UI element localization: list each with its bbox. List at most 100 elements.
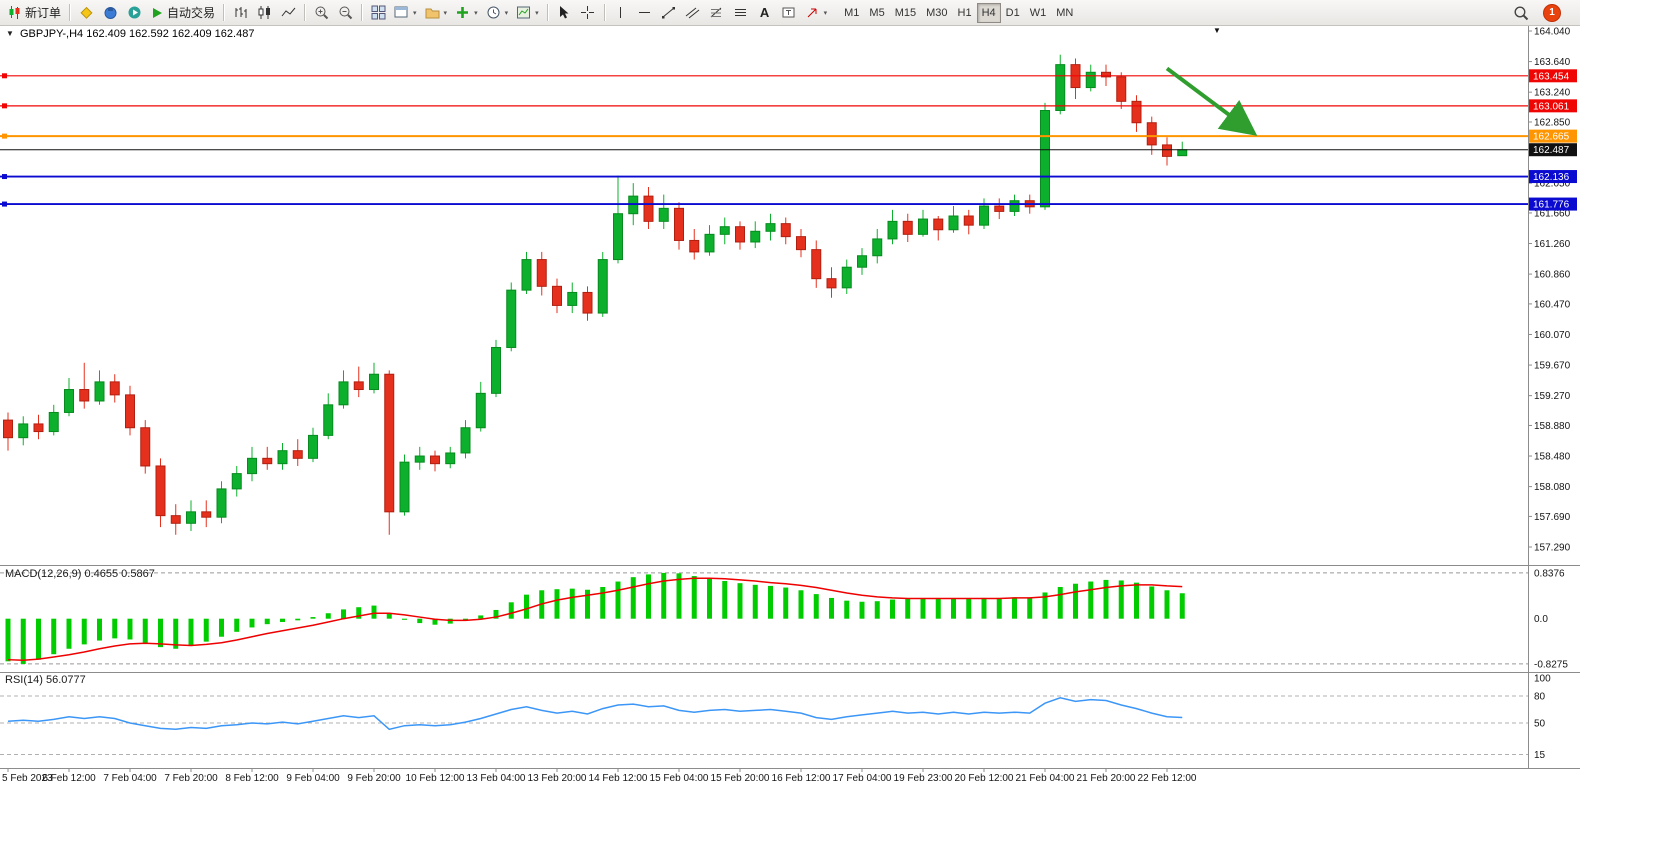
macd-bar xyxy=(524,594,529,619)
candle xyxy=(94,370,105,405)
macd-bar xyxy=(615,581,621,619)
candle-body xyxy=(1009,200,1020,212)
text-tool-label: A xyxy=(759,5,770,20)
candle-body xyxy=(536,259,547,287)
timeframe-button-w1[interactable]: W1 xyxy=(1029,6,1047,19)
vertical-line-button[interactable] xyxy=(609,2,633,24)
timeframe-button-m5[interactable]: M5 xyxy=(869,6,885,19)
templates-button[interactable]: ▾ xyxy=(512,2,543,24)
macd-bar xyxy=(234,618,240,632)
signals-button[interactable] xyxy=(122,2,146,24)
timeframe-button-m1[interactable]: M1 xyxy=(844,6,860,19)
market-button[interactable] xyxy=(98,2,122,24)
fibonacci-icon xyxy=(709,5,724,20)
new-order-button[interactable]: 新订单 xyxy=(3,2,65,24)
vertical-line-icon xyxy=(613,5,628,20)
line-anchor-marker xyxy=(2,133,7,139)
objects-button[interactable] xyxy=(729,2,753,24)
trend-arrow[interactable] xyxy=(1165,66,1258,136)
candle-body xyxy=(582,291,593,314)
price-tag-label: 163.454 xyxy=(1533,71,1570,82)
candle xyxy=(1009,194,1020,216)
macd-bar xyxy=(97,618,102,641)
candle-body xyxy=(353,381,364,391)
timeframe-button-m30[interactable]: M30 xyxy=(926,6,948,19)
one-click-trading-toggle[interactable]: ▼ xyxy=(6,29,14,38)
candle-body xyxy=(33,423,44,433)
time-axis-label: 6 Feb 12:00 xyxy=(42,773,96,784)
rsi-line xyxy=(7,697,1183,731)
candle xyxy=(735,221,745,250)
tile-windows-button[interactable] xyxy=(366,2,390,24)
candle xyxy=(33,414,44,440)
macd-label: MACD(12,26,9) 0.4655 0.5867 xyxy=(5,568,155,580)
macd-bar xyxy=(585,589,590,619)
price-tag-162487[interactable]: 162.487 xyxy=(1529,143,1577,157)
price-axis-label: 164.040 xyxy=(1534,27,1571,38)
macd-bar xyxy=(402,618,407,620)
periods-button[interactable]: ▾ xyxy=(482,2,513,24)
channel-button[interactable] xyxy=(681,2,705,24)
autotrading-label: 自动交易 xyxy=(167,6,216,20)
candle xyxy=(277,443,288,470)
indicators-button[interactable]: ▾ xyxy=(451,2,482,24)
price-tag-162665[interactable]: 162.665 xyxy=(1529,129,1577,143)
toolbar-separator xyxy=(603,4,605,21)
toolbar-separator xyxy=(223,4,225,21)
candle xyxy=(750,221,761,249)
price-tag-box xyxy=(1529,129,1577,143)
candle-body xyxy=(79,389,90,402)
macd-bar xyxy=(158,618,163,648)
new-chart-button[interactable]: ▾ xyxy=(390,2,421,24)
price-tag-161776[interactable]: 161.776 xyxy=(1529,197,1577,211)
chart-shift-marker[interactable]: ▼ xyxy=(1213,26,1221,35)
profiles-button[interactable]: ▾ xyxy=(421,2,452,24)
candle-chart-button[interactable] xyxy=(252,2,276,24)
timeframe-button-mn[interactable]: MN xyxy=(1056,6,1074,19)
arrows-button[interactable]: ▾ xyxy=(801,2,832,24)
metaeditor-button[interactable] xyxy=(74,2,98,24)
fibonacci-button[interactable] xyxy=(705,2,729,24)
price-tag-box xyxy=(1529,69,1577,83)
candle-body xyxy=(48,411,59,433)
price-tag-163061[interactable]: 163.061 xyxy=(1529,99,1577,113)
horizontal-line-button[interactable] xyxy=(633,2,657,24)
arrow-tool-icon xyxy=(805,5,820,20)
timeframe-button-h1[interactable]: H1 xyxy=(957,6,972,19)
trendline-button[interactable] xyxy=(657,2,681,24)
label-button[interactable] xyxy=(777,2,801,24)
price-tag-label: 162.487 xyxy=(1533,145,1570,156)
bar-chart-button[interactable] xyxy=(228,2,252,24)
crosshair-button[interactable] xyxy=(576,2,600,24)
cursor-button[interactable] xyxy=(552,2,576,24)
candle xyxy=(1085,64,1096,92)
autotrading-button[interactable]: 自动交易 xyxy=(146,2,219,24)
candle xyxy=(353,366,364,398)
macd-bar xyxy=(203,618,209,642)
candle xyxy=(979,198,989,229)
price-axis-label: 160.860 xyxy=(1534,270,1571,281)
rsi-axis-label: 15 xyxy=(1534,750,1546,761)
price-tag-162136[interactable]: 162.136 xyxy=(1529,170,1577,184)
candle-body xyxy=(643,195,654,222)
line-anchor-marker xyxy=(2,174,7,180)
search-button[interactable] xyxy=(1509,2,1533,24)
rsi-label: RSI(14) 56.0777 xyxy=(5,674,86,686)
chevron-down-icon: ▾ xyxy=(443,9,448,17)
line-chart-button[interactable] xyxy=(276,2,300,24)
time-axis-label: 16 Feb 12:00 xyxy=(772,773,831,784)
time-axis-label: 20 Feb 12:00 xyxy=(955,773,1014,784)
candle xyxy=(1177,141,1188,157)
timeframe-button-h4[interactable]: H4 xyxy=(976,2,1001,23)
candle-body xyxy=(948,215,959,231)
price-tag-163454[interactable]: 163.454 xyxy=(1529,69,1577,83)
candle xyxy=(216,481,227,524)
timeframe-button-d1[interactable]: D1 xyxy=(1005,6,1020,19)
zoom-in-button[interactable] xyxy=(309,2,333,24)
timeframe-button-m15[interactable]: M15 xyxy=(894,6,917,19)
text-button[interactable]: A xyxy=(753,2,777,24)
zoom-out-button[interactable] xyxy=(333,2,357,24)
notification-badge[interactable]: 1 xyxy=(1543,3,1561,22)
